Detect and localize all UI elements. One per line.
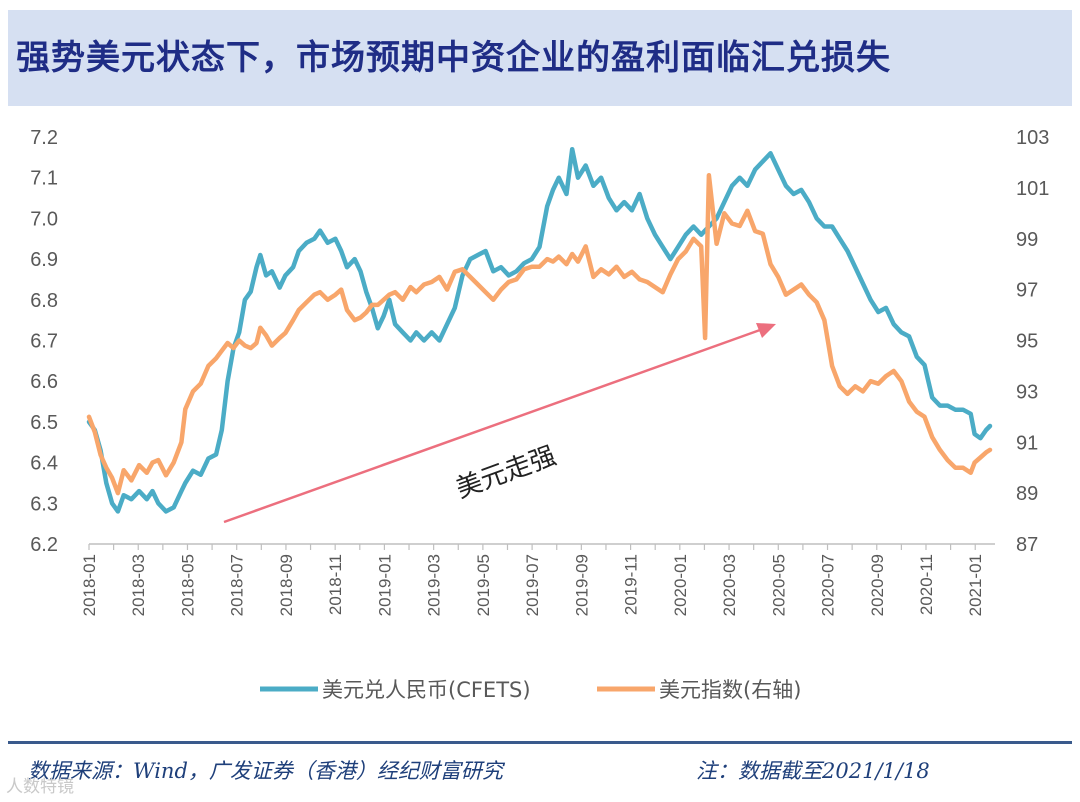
x-tick-label: 2020-01 — [671, 554, 690, 616]
right-tick-label: 99 — [1016, 229, 1038, 251]
right-tick-label: 101 — [1016, 178, 1049, 200]
footer-note: 注：数据截至2021/1/18 — [696, 759, 930, 783]
left-tick-label: 6.5 — [30, 412, 58, 434]
annotation-group: 美元走强 — [223, 323, 776, 524]
left-tick-label: 6.6 — [30, 371, 58, 393]
x-tick-label: 2018-03 — [129, 554, 148, 616]
left-tick-label: 7.0 — [30, 208, 58, 230]
x-tick-label: 2019-01 — [375, 554, 394, 616]
footer-divider — [8, 741, 1072, 744]
x-tick-label: 2018-05 — [178, 554, 197, 616]
x-tick-label: 2020-03 — [720, 554, 739, 616]
left-tick-label: 6.9 — [30, 249, 58, 271]
left-tick-label: 6.7 — [30, 331, 58, 353]
right-axis-labels: 103 101 99 97 95 93 91 89 87 — [1016, 127, 1049, 556]
series-line-dxy — [86, 172, 993, 496]
right-tick-label: 91 — [1016, 432, 1038, 454]
legend-label-usdcny: 美元兑人民币(CFETS) — [322, 678, 531, 702]
left-tick-label: 6.3 — [30, 493, 58, 515]
x-tick-label: 2021-01 — [966, 554, 985, 616]
left-tick-label: 6.8 — [30, 290, 58, 312]
x-tick-label: 2018-01 — [80, 554, 99, 616]
x-tick-label: 2020-05 — [769, 554, 788, 616]
x-tick-label: 2019-05 — [474, 554, 493, 616]
trend-arrow — [223, 328, 761, 524]
x-tick-label: 2019-09 — [572, 554, 591, 616]
x-tick-label: 2018-09 — [277, 554, 296, 616]
right-tick-label: 89 — [1016, 483, 1038, 505]
right-tick-label: 103 — [1016, 127, 1049, 149]
trend-arrow-head — [756, 323, 776, 338]
title-bar — [8, 10, 1072, 106]
annotation-text: 美元走强 — [452, 441, 560, 505]
x-tick-label: 2019-07 — [523, 554, 542, 616]
right-tick-label: 87 — [1016, 534, 1038, 556]
x-tick-label: 2020-09 — [868, 554, 887, 616]
x-tick-label: 2019-11 — [622, 554, 641, 615]
right-tick-label: 97 — [1016, 280, 1038, 302]
x-tick-label: 2018-11 — [326, 554, 345, 615]
left-tick-label: 6.4 — [30, 453, 58, 475]
series-group — [86, 146, 993, 514]
x-tick-label: 2020-07 — [819, 554, 838, 616]
right-tick-label: 95 — [1016, 331, 1038, 353]
x-axis: 2018-01 2018-03 2018-05 2018-07 2018-09 2018-… — [80, 543, 995, 616]
page-title: 强势美元状态下，市场预期中资企业的盈利面临汇兑损失 — [16, 38, 891, 78]
left-tick-label: 7.2 — [30, 127, 58, 149]
left-tick-label: 7.1 — [30, 168, 58, 190]
watermark: 人数特镜 — [6, 777, 74, 797]
series-line-usdcny — [86, 146, 993, 514]
footer-source: 数据来源：Wind，广发证券（香港）经纪财富研究 — [28, 759, 503, 783]
legend: 美元兑人民币(CFETS) 美元指数(右轴) — [260, 678, 801, 702]
x-tick-label: 2020-11 — [917, 554, 936, 615]
right-tick-label: 93 — [1016, 381, 1038, 403]
left-tick-label: 6.2 — [30, 534, 58, 556]
legend-label-dxy: 美元指数(右轴) — [659, 678, 801, 702]
x-tick-label: 2018-07 — [228, 554, 247, 616]
left-axis-labels: 7.2 7.1 7.0 6.9 6.8 6.7 6.6 6.5 6.4 6.3 6.2 — [30, 127, 58, 556]
x-tick-label: 2019-03 — [425, 554, 444, 616]
